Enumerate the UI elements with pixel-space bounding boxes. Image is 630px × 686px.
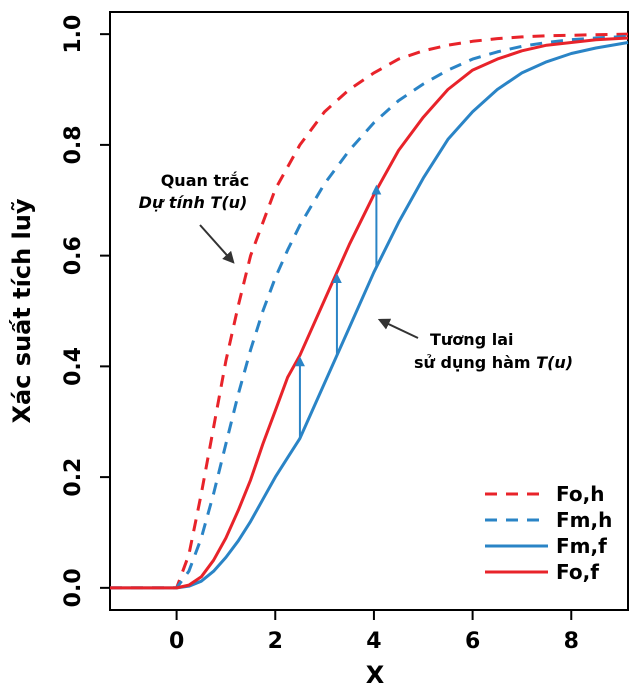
legend: Fo,hFm,hFm,fFo,f xyxy=(485,482,612,584)
annotation-future: Tương lai sử dụng hàm T(u) xyxy=(377,318,573,372)
x-axis-title: X xyxy=(366,661,385,686)
plot-frame xyxy=(109,11,629,611)
annotation-observed-pointer xyxy=(199,224,235,264)
y-tick-label: 0.2 xyxy=(61,458,86,497)
transformation-arrows xyxy=(294,184,382,439)
y-axis: 0.0 0.2 0.4 0.6 0.8 1.0 xyxy=(61,15,110,607)
annotation-observed-line2: Dự tính T(u) xyxy=(139,193,248,212)
annotation-future-line2-text: sử dụng hàm xyxy=(414,353,536,372)
annotation-observed-line1: Quan trắc xyxy=(161,171,250,190)
y-tick-label: 0.0 xyxy=(61,568,86,607)
annotation-future-line1: Tương lai xyxy=(430,330,513,349)
x-tick-label: 0 xyxy=(169,629,184,654)
x-tick-label: 4 xyxy=(366,629,381,654)
x-tick-label: 8 xyxy=(564,629,579,654)
legend-label: Fm,h xyxy=(556,508,612,532)
series-foh-line xyxy=(110,32,629,590)
legend-label: Fo,h xyxy=(556,482,604,506)
y-tick-label: 0.8 xyxy=(61,125,86,164)
legend-label: Fm,f xyxy=(556,534,607,558)
series-fof-line xyxy=(110,36,629,590)
y-tick-label: 0.6 xyxy=(61,236,86,275)
annotation-future-pointer xyxy=(377,318,419,339)
y-axis-title: Xác suất tích luỹ xyxy=(8,198,36,423)
x-tick-label: 2 xyxy=(268,629,283,654)
annotation-observed: Quan trắc Dự tính T(u) xyxy=(139,171,250,264)
annotation-future-line2-italic: T(u) xyxy=(536,353,573,372)
legend-label: Fo,f xyxy=(556,560,599,584)
x-axis: 0 2 4 6 8 xyxy=(169,610,579,654)
y-tick-label: 1.0 xyxy=(61,15,86,54)
x-tick-label: 6 xyxy=(465,629,480,654)
annotation-future-line2: sử dụng hàm T(u) xyxy=(414,353,573,372)
series-fmf-line xyxy=(110,41,629,590)
y-tick-label: 0.4 xyxy=(61,347,86,386)
series-fmh-line xyxy=(110,34,629,590)
series-layer xyxy=(110,32,629,590)
